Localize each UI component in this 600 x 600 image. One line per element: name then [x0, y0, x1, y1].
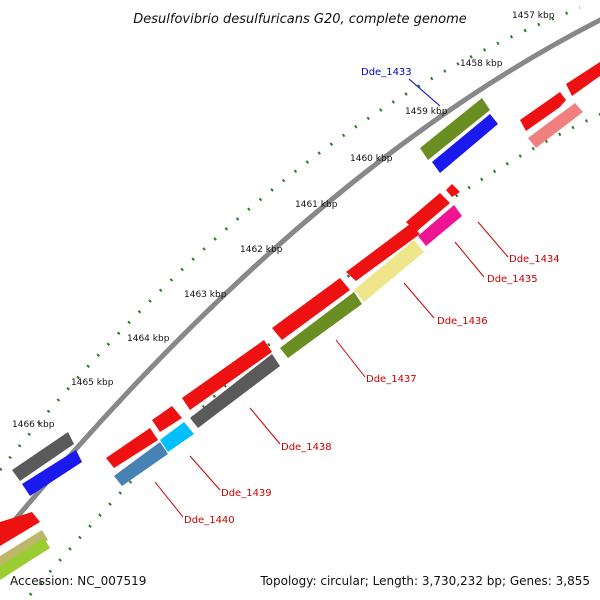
gene-label-dde-1434[interactable]: Dde_1434 — [509, 254, 560, 265]
gene-arrow[interactable] — [446, 184, 460, 197]
gene-label-dde-1436[interactable]: Dde_1436 — [437, 316, 488, 327]
gene-label-dde-1433[interactable]: Dde_1433 — [361, 67, 412, 78]
tick-label: 1463 kbp — [184, 290, 227, 300]
gene-arrow[interactable] — [280, 292, 362, 358]
tick-label: 1462 kbp — [240, 245, 283, 255]
inner-strand-genes — [0, 205, 462, 580]
gene-arrow[interactable] — [432, 114, 498, 173]
tick-label: 1459 kbp — [405, 107, 448, 117]
tick-labels: 1457 kbp 1458 kbp 1459 kbp 1460 kbp 1461… — [12, 11, 555, 430]
tick-label: 1457 kbp — [512, 11, 555, 21]
gene-arrow[interactable] — [22, 450, 82, 496]
gene-label-dde-1437[interactable]: Dde_1437 — [366, 374, 417, 385]
gene-arrow[interactable] — [346, 224, 420, 281]
genome-title: Desulfovibrio desulfuricans G20, complet… — [133, 12, 467, 27]
gene-labels: Dde_1433 Dde_1434 Dde_1435 Dde_1436 Dde_… — [184, 67, 560, 526]
gene-arrow[interactable] — [420, 98, 490, 160]
outer-strand-genes — [12, 62, 600, 496]
tick-label: 1466 kbp — [12, 420, 55, 430]
gene-arrow[interactable] — [160, 422, 194, 452]
gene-arrow[interactable] — [152, 406, 182, 432]
gene-arrow[interactable] — [12, 432, 74, 481]
gene-label-dde-1438[interactable]: Dde_1438 — [281, 442, 332, 453]
tick-label: 1464 kbp — [127, 334, 170, 344]
gene-arrow[interactable] — [106, 428, 158, 468]
tick-label: 1458 kbp — [460, 59, 503, 69]
inner-scale-ring — [28, 112, 600, 596]
gene-label-dde-1440[interactable]: Dde_1440 — [184, 515, 235, 526]
tick-label: 1465 kbp — [71, 378, 114, 388]
gene-arrow[interactable] — [114, 442, 168, 486]
gene-arrow[interactable] — [406, 193, 450, 232]
gene-label-dde-1435[interactable]: Dde_1435 — [487, 274, 538, 285]
gene-arrow[interactable] — [0, 538, 50, 580]
gene-arrow[interactable] — [566, 62, 600, 96]
genome-backbone — [0, 17, 600, 542]
gene-arrow[interactable] — [520, 92, 566, 131]
gene-arrow[interactable] — [272, 278, 350, 340]
accession-text: Accession: NC_007519 — [10, 574, 146, 588]
gene-arrow[interactable] — [190, 354, 280, 428]
gene-arrow[interactable] — [528, 103, 583, 148]
tick-label: 1461 kbp — [295, 200, 338, 210]
label-leaders — [154, 78, 509, 518]
gene-arrow[interactable] — [182, 340, 272, 410]
gene-arrow[interactable] — [418, 205, 462, 246]
topology-text: Topology: circular; Length: 3,730,232 bp… — [259, 574, 590, 588]
gene-arrow[interactable] — [0, 512, 40, 546]
tick-label: 1460 kbp — [350, 154, 393, 164]
gene-label-dde-1439[interactable]: Dde_1439 — [221, 488, 272, 499]
gene-arrow[interactable] — [354, 240, 424, 302]
